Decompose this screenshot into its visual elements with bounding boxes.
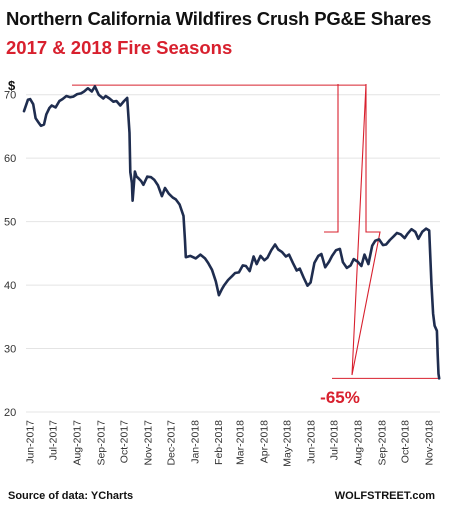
brand-label: WOLFSTREET.com (334, 490, 435, 502)
x-tick-label: Sep-2017 (95, 420, 107, 466)
x-tick-label: Jul-2017 (48, 420, 60, 460)
down-arrow (324, 83, 381, 376)
chart-title: Northern California Wildfires Crush PG&E… (6, 8, 432, 29)
y-tick-label: 30 (4, 344, 16, 356)
x-tick-label: Jan-2018 (189, 420, 201, 464)
x-tick-label: May-2018 (282, 420, 294, 467)
y-tick-label: 40 (4, 280, 16, 292)
x-tick-label: Dec-2017 (165, 420, 177, 466)
pge-share-price-line (22, 85, 441, 380)
x-axis-ticks: Jun-2017 Jul-2017 Aug-2017 Sep-2017 Oct-2017… (24, 420, 435, 467)
x-tick-label: Apr-2018 (259, 420, 271, 463)
chart-subtitle: 2017 & 2018 Fire Seasons (6, 37, 233, 58)
y-axis-label: $ (8, 78, 16, 93)
y-tick-label: 60 (4, 153, 16, 165)
x-tick-label: Jun-2018 (306, 420, 318, 464)
x-tick-label: Sep-2018 (376, 420, 388, 466)
x-tick-label: Nov-2017 (142, 420, 154, 466)
x-tick-label: Jul-2018 (329, 420, 341, 460)
x-tick-label: Aug-2017 (71, 420, 83, 466)
y-tick-label: 70 (4, 90, 16, 102)
drop-annotation (72, 83, 440, 379)
x-tick-label: Mar-2018 (235, 420, 247, 465)
drop-percentage-label: -65% (320, 388, 360, 407)
x-tick-label: Oct-2017 (118, 420, 130, 463)
x-tick-label: Oct-2018 (400, 420, 412, 463)
y-tick-label: 50 (4, 217, 16, 229)
x-tick-label: Nov-2018 (423, 420, 435, 466)
y-axis-ticks: 20 30 40 50 60 70 (4, 90, 16, 419)
x-tick-label: Aug-2018 (353, 420, 365, 466)
gridlines (26, 94, 440, 413)
x-tick-label: Feb-2018 (213, 420, 225, 465)
y-tick-label: 20 (4, 407, 16, 419)
source-note: Source of data: YCharts (8, 490, 134, 502)
x-tick-label: Jun-2017 (24, 420, 36, 464)
